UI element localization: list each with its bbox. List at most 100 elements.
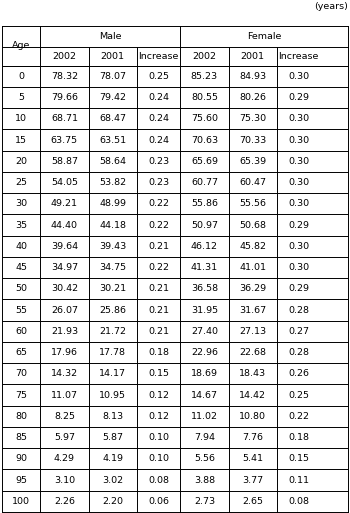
Text: 14.17: 14.17 [99, 369, 126, 378]
Text: 0.22: 0.22 [148, 200, 169, 208]
Text: 22.68: 22.68 [239, 348, 266, 357]
Text: 8.25: 8.25 [54, 412, 75, 421]
Text: 55.56: 55.56 [239, 200, 266, 208]
Text: 11.02: 11.02 [191, 412, 218, 421]
Text: 78.07: 78.07 [99, 72, 126, 81]
Text: 79.66: 79.66 [51, 93, 78, 102]
Text: 78.32: 78.32 [51, 72, 78, 81]
Text: 0.27: 0.27 [288, 327, 309, 336]
Text: 3.88: 3.88 [194, 476, 215, 485]
Text: 65.39: 65.39 [239, 157, 266, 166]
Text: 0.22: 0.22 [148, 263, 169, 272]
Text: 0.24: 0.24 [148, 135, 169, 145]
Text: 0.22: 0.22 [288, 412, 309, 421]
Text: 58.87: 58.87 [51, 157, 78, 166]
Text: 45: 45 [15, 263, 27, 272]
Text: 0.21: 0.21 [148, 284, 169, 293]
Text: 0.30: 0.30 [288, 114, 309, 123]
Text: 0.30: 0.30 [288, 263, 309, 272]
Text: 0.12: 0.12 [148, 412, 169, 421]
Text: 7.94: 7.94 [194, 433, 215, 442]
Text: 21.93: 21.93 [51, 327, 78, 336]
Text: 0.11: 0.11 [288, 476, 309, 485]
Text: 30: 30 [15, 200, 27, 208]
Text: 31.95: 31.95 [191, 306, 218, 314]
Text: 63.51: 63.51 [99, 135, 126, 145]
Text: 0.21: 0.21 [148, 327, 169, 336]
Text: 90: 90 [15, 455, 27, 463]
Text: 75.60: 75.60 [191, 114, 218, 123]
Text: 41.01: 41.01 [239, 263, 266, 272]
Text: 25.86: 25.86 [99, 306, 126, 314]
Text: 0.30: 0.30 [288, 178, 309, 187]
Text: 22.96: 22.96 [191, 348, 218, 357]
Text: 2001: 2001 [241, 52, 265, 61]
Text: 0.06: 0.06 [148, 497, 169, 506]
Text: 30.42: 30.42 [51, 284, 78, 293]
Text: 31.67: 31.67 [239, 306, 266, 314]
Text: 70.63: 70.63 [191, 135, 218, 145]
Text: 100: 100 [12, 497, 30, 506]
Text: 0.30: 0.30 [288, 200, 309, 208]
Text: 65: 65 [15, 348, 27, 357]
Text: 7.76: 7.76 [242, 433, 263, 442]
Text: 4.29: 4.29 [54, 455, 75, 463]
Text: 46.12: 46.12 [191, 242, 218, 251]
Text: 0.18: 0.18 [148, 348, 169, 357]
Text: 5: 5 [18, 93, 24, 102]
Text: 60.77: 60.77 [191, 178, 218, 187]
Text: 0.25: 0.25 [288, 390, 309, 400]
Text: 30.21: 30.21 [99, 284, 126, 293]
Text: 85: 85 [15, 433, 27, 442]
Text: 5.41: 5.41 [242, 455, 263, 463]
Text: 0.23: 0.23 [148, 157, 169, 166]
Text: 79.42: 79.42 [99, 93, 126, 102]
Text: 0.29: 0.29 [288, 93, 309, 102]
Text: 70: 70 [15, 369, 27, 378]
Text: 60: 60 [15, 327, 27, 336]
Text: 60.47: 60.47 [239, 178, 266, 187]
Text: 2002: 2002 [52, 52, 76, 61]
Text: 14.67: 14.67 [191, 390, 218, 400]
Text: 84.93: 84.93 [239, 72, 266, 81]
Text: 3.10: 3.10 [54, 476, 75, 485]
Text: 34.75: 34.75 [99, 263, 126, 272]
Text: 95: 95 [15, 476, 27, 485]
Text: 63.75: 63.75 [51, 135, 78, 145]
Text: 0.21: 0.21 [148, 242, 169, 251]
Text: 2001: 2001 [101, 52, 125, 61]
Text: 11.07: 11.07 [51, 390, 78, 400]
Text: 85.23: 85.23 [191, 72, 218, 81]
Text: 0.30: 0.30 [288, 135, 309, 145]
Text: 10.80: 10.80 [239, 412, 266, 421]
Text: 3.77: 3.77 [242, 476, 263, 485]
Text: 68.47: 68.47 [99, 114, 126, 123]
Text: 0.08: 0.08 [288, 497, 309, 506]
Text: 55.86: 55.86 [191, 200, 218, 208]
Text: 0.12: 0.12 [148, 390, 169, 400]
Text: 58.64: 58.64 [99, 157, 126, 166]
Text: 18.69: 18.69 [191, 369, 218, 378]
Text: 0.15: 0.15 [148, 369, 169, 378]
Text: 0.18: 0.18 [288, 433, 309, 442]
Text: 25: 25 [15, 178, 27, 187]
Text: 10: 10 [15, 114, 27, 123]
Text: 21.72: 21.72 [99, 327, 126, 336]
Text: 36.29: 36.29 [239, 284, 266, 293]
Text: 53.82: 53.82 [99, 178, 126, 187]
Text: 50: 50 [15, 284, 27, 293]
Text: 26.07: 26.07 [51, 306, 78, 314]
Text: 15: 15 [15, 135, 27, 145]
Text: 44.18: 44.18 [99, 221, 126, 229]
Text: 75: 75 [15, 390, 27, 400]
Text: 40: 40 [15, 242, 27, 251]
Text: Female: Female [247, 32, 281, 41]
Text: 2.20: 2.20 [102, 497, 123, 506]
Text: 14.32: 14.32 [51, 369, 78, 378]
Text: 55: 55 [15, 306, 27, 314]
Text: 2.26: 2.26 [54, 497, 75, 506]
Text: 0.23: 0.23 [148, 178, 169, 187]
Text: 68.71: 68.71 [51, 114, 78, 123]
Text: 5.87: 5.87 [102, 433, 123, 442]
Text: 0.26: 0.26 [288, 369, 309, 378]
